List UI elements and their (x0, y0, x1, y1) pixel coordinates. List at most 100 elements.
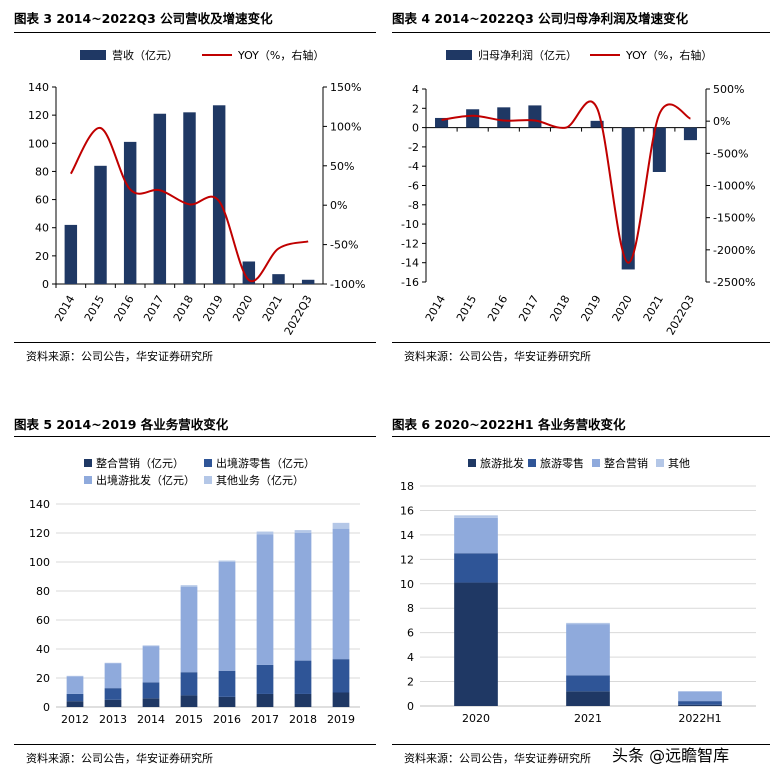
y-left-tick-label: -12 (401, 237, 419, 250)
x-tick-label: 2020 (462, 712, 490, 725)
bar-segment-2013-0 (104, 699, 122, 707)
bar-segment-2017-2 (256, 534, 274, 665)
y-left-tick-label: 4 (412, 83, 419, 96)
legend-label: 出境游零售（亿元） (216, 456, 315, 470)
bar-segment-2019-2 (332, 528, 350, 660)
source-note: 资料来源：公司公告，华安证券研究所 (26, 350, 213, 363)
bar-2022Q3 (683, 127, 697, 141)
legend-label-line: YOY（%，右轴） (625, 48, 712, 62)
y-right-tick-label: 500% (713, 83, 744, 96)
y-right-tick-label: 150% (330, 81, 361, 94)
bar-segment-2016-2 (218, 562, 236, 671)
bar-segment-2018-2 (294, 533, 312, 661)
bar-2017 (528, 105, 542, 128)
net-profit-chart: 归母净利润（亿元） YOY（%，右轴） -16 -14 -12 -10 -8 -6 -4 -2 0 2… (401, 48, 755, 337)
y-left-tick-label: -4 (408, 160, 419, 173)
y-tick-label: 100 (29, 556, 50, 569)
legend-label-line: YOY（%，右轴） (237, 48, 324, 62)
y-right-tick-label: -1500% (713, 212, 755, 225)
legend-swatch-bar (80, 50, 106, 60)
y-tick-label: 120 (29, 527, 50, 540)
x-tick-label: 2017 (141, 293, 166, 324)
bar-segment-2020-2 (454, 517, 498, 554)
y-left-tick-label: 40 (35, 222, 49, 235)
bar-segment-2017-1 (256, 664, 274, 694)
y-left-tick-label: 60 (35, 194, 49, 207)
bar-2016 (497, 107, 511, 128)
y-tick-label: 14 (400, 529, 414, 542)
bar-segment-2012-0 (66, 701, 84, 707)
x-tick-label: 2014 (423, 293, 448, 324)
x-tick-label: 2021 (260, 293, 285, 324)
legend-label-bar: 营收（亿元） (112, 48, 178, 62)
y-left-tick-label: -10 (401, 218, 419, 231)
bar-2018 (183, 112, 196, 284)
bar-2015 (466, 109, 480, 128)
y-left-tick-label: 100 (28, 137, 49, 150)
x-tick-label: 2016 (213, 713, 241, 726)
bar-segment-2019-1 (332, 659, 350, 693)
source-rule (392, 744, 770, 745)
y-tick-label: 8 (407, 602, 414, 615)
y-left-tick-label: -6 (408, 180, 419, 193)
y-left-tick-label: 0 (412, 122, 419, 135)
bar-segment-2015-3 (180, 585, 198, 587)
yoy-line (69, 126, 309, 283)
legend-swatch-bar (446, 50, 472, 60)
y-right-tick-label: -500% (713, 147, 748, 160)
bar-segment-2014-2 (142, 646, 160, 683)
bar-segment-2017-3 (256, 531, 274, 535)
x-tick-label: 2019 (201, 293, 226, 324)
y-tick-label: 2 (407, 676, 414, 689)
y-tick-label: 80 (36, 585, 50, 598)
x-tick-label: 2014 (137, 713, 165, 726)
y-tick-label: 16 (400, 504, 414, 517)
bar-segment-2014-3 (142, 645, 160, 647)
source-note: 资料来源：公司公告，华安证券研究所 (404, 350, 591, 363)
y-right-tick-label: 0% (330, 199, 347, 212)
y-right-tick-label: -2500% (713, 276, 755, 289)
bar-segment-2012-2 (66, 676, 84, 694)
title-rule (392, 32, 770, 33)
legend-swatch (84, 476, 92, 484)
y-left-tick-label: 20 (35, 250, 49, 263)
y-left-tick-label: 140 (28, 81, 49, 94)
y-tick-label: 140 (29, 498, 50, 511)
bar-segment-2018-0 (294, 693, 312, 707)
bar-segment-2015-1 (180, 672, 198, 696)
business-revenue-recent-chart: 0 2 4 6 8 10 12 14 16 18 旅游批发 旅游零售 整合营销 其他 2020 2021 202… (400, 456, 756, 725)
bar-segment-2018-1 (294, 660, 312, 694)
y-tick-label: 18 (400, 480, 414, 493)
y-left-tick-label: -14 (401, 257, 419, 270)
y-left-tick-label: -2 (408, 141, 419, 154)
bar-segment-2021-2 (566, 624, 610, 676)
bar-segment-2018-3 (294, 530, 312, 533)
legend-label-bar: 归母净利润（亿元） (478, 48, 577, 62)
bar-2022Q3 (301, 279, 315, 284)
bar-2017 (153, 113, 167, 284)
legend-swatch (656, 459, 664, 467)
x-tick-label: 2013 (99, 713, 127, 726)
bar-segment-2016-1 (218, 670, 236, 697)
bar-segment-2012-3 (66, 675, 84, 677)
title-rule (392, 436, 770, 437)
bar-segment-2014-0 (142, 698, 160, 707)
y-tick-label: 40 (36, 643, 50, 656)
chart-panel-business-2012-2019: 图表 5 2014~2019 各业务营收变化 0 20 40 60 80 100 120 14… (14, 414, 376, 774)
y-right-tick-label: -100% (330, 278, 365, 291)
bar-segment-2016-3 (218, 560, 236, 562)
bar-2021 (652, 127, 666, 172)
bar-segment-2014-1 (142, 682, 160, 699)
x-tick-label: 2020 (230, 293, 255, 324)
bar-segment-2015-2 (180, 586, 198, 673)
source-note: 资料来源：公司公告，华安证券研究所 (404, 752, 591, 765)
y-left-tick-label: 2 (412, 102, 419, 115)
bar-segment-2013-3 (104, 662, 122, 664)
bar-segment-2020-0 (454, 582, 498, 706)
chart-title: 图表 6 2020~2022H1 各业务营收变化 (392, 417, 626, 432)
chart-title: 图表 5 2014~2019 各业务营收变化 (14, 417, 229, 432)
y-right-tick-label: 100% (330, 120, 361, 133)
bar-2014 (64, 224, 78, 284)
bar-segment-2021-0 (566, 691, 610, 706)
bar-2015 (94, 165, 107, 284)
